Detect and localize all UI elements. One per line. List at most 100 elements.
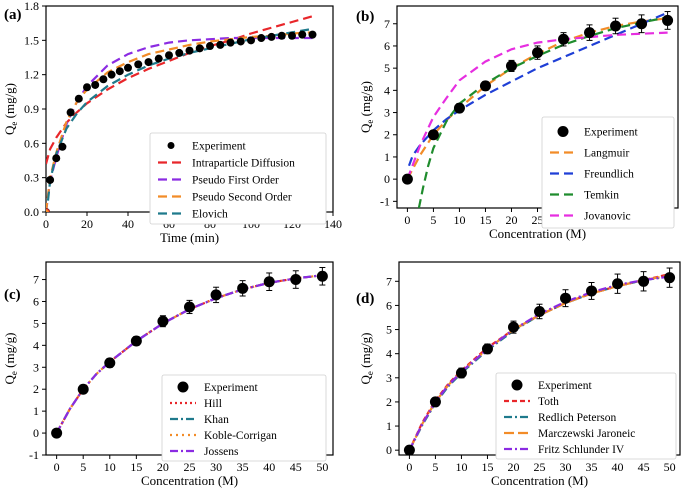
x-axis-label: Concentration (M) xyxy=(141,473,238,488)
series-layer xyxy=(403,267,676,455)
experiment-point xyxy=(175,48,184,57)
x-axis-label: Concentration (M) xyxy=(489,226,586,241)
experiment-point xyxy=(560,292,572,304)
legend-entry-marczewski-jaroneic: Marczewski Jaroneic xyxy=(538,428,635,440)
y-tick-label: 4 xyxy=(386,347,392,361)
x-tick-label: 0 xyxy=(404,213,410,227)
x-tick-label: 20 xyxy=(157,460,169,474)
legend-entry-jossens: Jossens xyxy=(204,446,239,458)
legend-entry-experiment: Experiment xyxy=(204,382,258,394)
experiment-point xyxy=(99,75,108,84)
legend-frame xyxy=(149,132,327,225)
experiment-point xyxy=(638,275,650,287)
experiment-point xyxy=(107,70,116,79)
experiment-point xyxy=(51,427,63,439)
experiment-point xyxy=(267,32,276,41)
experiment-point xyxy=(124,63,132,72)
x-tick-label: 45 xyxy=(638,460,650,474)
x-tick-label: 15 xyxy=(479,213,491,227)
experiment-point xyxy=(586,285,598,297)
x-tick-label: 30 xyxy=(210,460,222,474)
experiment-point xyxy=(130,335,142,347)
x-tick-label: 15 xyxy=(130,460,142,474)
experiment-point xyxy=(237,282,249,294)
x-tick-label: 20 xyxy=(81,217,93,231)
y-tick-label: 7 xyxy=(384,17,390,31)
series-line-temkin xyxy=(417,16,668,208)
legend-entry-langmuir: Langmuir xyxy=(584,148,630,160)
x-tick-label: 45 xyxy=(290,460,302,474)
series-layer xyxy=(401,11,674,208)
experiment-point xyxy=(46,175,55,184)
y-axis-label-sub: e xyxy=(365,371,375,375)
experiment-point xyxy=(247,36,255,45)
y-axis-label: Qe (mg/g) xyxy=(2,332,19,384)
x-tick-label: 40 xyxy=(122,217,134,231)
series-line-freundlich xyxy=(407,11,669,167)
x-tick-label: 0 xyxy=(54,460,60,474)
legend-frame xyxy=(161,374,327,462)
x-tick-label: 35 xyxy=(237,460,249,474)
experiment-point xyxy=(195,44,204,53)
experiment-point xyxy=(134,60,143,69)
y-tick-label: 3 xyxy=(386,371,392,385)
legend-entry-pseudo-second-order: Pseudo Second Order xyxy=(192,192,292,204)
experiment-point xyxy=(610,20,622,32)
x-tick-label: 15 xyxy=(481,460,493,474)
legend-marker-experiment xyxy=(167,142,175,149)
experiment-point xyxy=(91,80,100,89)
y-tick-label: 1 xyxy=(33,404,39,418)
x-axis-label: Concentration (M) xyxy=(491,473,588,488)
panel-label: (b) xyxy=(356,9,374,25)
x-tick-label: 5 xyxy=(80,460,86,474)
panel-d: 0 5 10 15 20 25 30 35 40 45 5001234567Concentratio… xyxy=(356,261,681,488)
y-axis-label-unit: (mg/g) xyxy=(358,332,373,371)
experiment-point xyxy=(308,30,317,39)
experiment-point xyxy=(165,51,173,60)
legend-entry-temkin: Temkin xyxy=(584,190,619,202)
y-tick-label: 1 xyxy=(384,150,390,164)
experiment-point xyxy=(257,34,266,43)
legend-entry-experiment: Experiment xyxy=(584,127,638,139)
y-axis-label-sub: e xyxy=(9,122,19,126)
y-axis-label-unit: (mg/g) xyxy=(2,332,17,371)
experiment-point xyxy=(216,40,225,49)
experiment-point-origin xyxy=(46,208,50,212)
experiment-point xyxy=(290,274,302,286)
legend-entry-intraparticle-diffusion: Intraparticle Diffusion xyxy=(192,158,295,170)
experiment-point xyxy=(636,18,648,30)
y-axis-label-main: Q xyxy=(2,125,17,135)
experiment-point xyxy=(401,173,413,185)
y-tick-label: -1 xyxy=(29,448,39,462)
x-tick-label: 20 xyxy=(507,460,519,474)
experiment-point xyxy=(185,46,194,55)
y-axis-label-main: Q xyxy=(2,375,17,385)
experiment-point xyxy=(206,42,214,51)
experiment-point xyxy=(83,83,91,92)
series-line-jovanovic xyxy=(406,31,668,180)
x-tick-label: 25 xyxy=(534,460,546,474)
series-layer xyxy=(51,266,328,439)
experiment-point xyxy=(66,108,75,117)
experiment-point xyxy=(481,343,493,355)
experiment-point xyxy=(157,315,169,327)
panel-b: 05101520253035404550-101234567Concentrat… xyxy=(356,5,679,241)
x-tick-label: 10 xyxy=(455,460,467,474)
experiment-point xyxy=(263,276,275,288)
y-axis-label-unit: (mg/g) xyxy=(2,83,17,122)
y-tick-label: 1 xyxy=(386,419,392,433)
x-tick-label: 40 xyxy=(263,460,275,474)
experiment-point xyxy=(77,383,89,395)
experiment-point xyxy=(427,129,439,141)
y-tick-label: 2 xyxy=(386,395,392,409)
y-tick-label: 1.2 xyxy=(24,68,39,82)
x-tick-label: 10 xyxy=(453,213,465,227)
experiment-point xyxy=(236,37,245,46)
legend-entry-pseudo-first-order: Pseudo First Order xyxy=(192,175,279,187)
experiment-point xyxy=(184,301,195,313)
legend-entry-freundlich: Freundlich xyxy=(584,169,634,181)
legend-entry-toth: Toth xyxy=(538,396,559,408)
y-axis-label: Qe (mg/g) xyxy=(358,332,375,384)
y-tick-label: 6 xyxy=(33,294,39,308)
legend-frame xyxy=(495,372,677,460)
